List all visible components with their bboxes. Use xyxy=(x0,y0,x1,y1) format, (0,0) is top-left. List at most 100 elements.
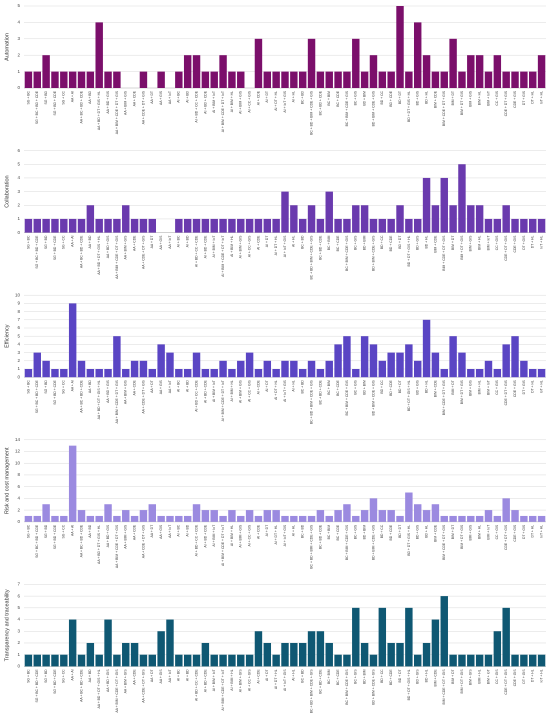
x-tick-label: BIM + GIS xyxy=(469,235,473,251)
x-tick-label: BC + GIS xyxy=(354,379,358,394)
bar xyxy=(307,205,316,233)
bar xyxy=(387,218,395,233)
bar xyxy=(228,654,236,667)
bar xyxy=(175,515,183,522)
bar xyxy=(529,515,537,522)
bar xyxy=(529,654,537,667)
x-tick-label: AI + DT + HL xyxy=(274,380,278,400)
x-tick-label: BD + BIM + CDE + GIS xyxy=(371,524,375,560)
x-tick-label: BD + GIS xyxy=(416,524,420,539)
x-tick-label: AA + BIM + CDE + DT + GIS xyxy=(115,379,119,423)
x-tick-label: BC + BIM + CDE + GIS xyxy=(345,524,349,560)
bar xyxy=(60,218,68,233)
x-tick-label: AI + CC + GIS xyxy=(248,524,252,546)
x-tick-label: IoT + HL xyxy=(539,669,543,682)
x-tick-label: AI + CDE xyxy=(256,379,260,394)
bar xyxy=(511,510,519,522)
y-axis-label: Automation xyxy=(4,33,10,61)
x-tick-label: CC + GIS xyxy=(495,90,499,105)
bar xyxy=(228,369,236,378)
bar xyxy=(378,607,387,667)
x-tick-label: BD + CDE xyxy=(389,90,393,106)
x-tick-label: AA + BC + BD + CDE xyxy=(79,669,83,702)
bar xyxy=(245,352,254,378)
x-tick-label: AI + DT xyxy=(265,525,269,537)
x-tick-label: AA + CDE xyxy=(132,90,136,106)
bar xyxy=(298,369,307,378)
x-tick-label: BIM + DT + GIS xyxy=(460,669,464,694)
bar xyxy=(422,319,431,378)
bar xyxy=(458,71,466,88)
x-tick-label: BIM + DT xyxy=(451,669,455,683)
bar xyxy=(343,71,351,88)
bar xyxy=(307,38,316,88)
x-tick-label: BIM + CDE + DT + GIS xyxy=(442,669,446,705)
x-tick-label: AA + CDE xyxy=(132,669,136,685)
x-tick-label: AI + BC xyxy=(177,524,181,536)
bar xyxy=(24,71,33,88)
x-tick-label: BD + DT + GIS + HL xyxy=(407,380,411,411)
y-tick-label: 0 xyxy=(17,664,20,669)
bar xyxy=(263,642,272,667)
bar xyxy=(529,369,537,378)
bar xyxy=(520,218,528,233)
bar xyxy=(343,504,351,522)
x-tick-label: AI + BD + CC + CDE xyxy=(194,235,198,267)
x-tick-label: AI + BD xyxy=(186,90,190,102)
x-tick-label: AI + BD + CC + CDE xyxy=(194,524,198,556)
x-tick-label: BC + BD + CDE xyxy=(318,379,322,404)
bar xyxy=(183,218,192,233)
bar xyxy=(210,510,218,522)
y-axis-label: Collaboration xyxy=(4,175,10,207)
x-tick-label: AA + BD + DT + GIS + HL xyxy=(97,669,101,708)
bar xyxy=(413,22,422,88)
y-tick-label: 0 xyxy=(17,85,20,90)
bar xyxy=(343,654,351,667)
x-tick-label: SG + BD xyxy=(44,669,48,683)
bar xyxy=(467,654,475,667)
x-tick-label: BIM + CDE + DT + GIS xyxy=(442,90,446,126)
x-tick-label: BD + GIS xyxy=(416,669,420,684)
x-tick-label: AI + BIM + IoT xyxy=(212,669,216,691)
bar xyxy=(334,71,342,88)
bar xyxy=(520,515,528,522)
bar xyxy=(245,218,254,233)
x-tick-label: AA + BD xyxy=(88,235,92,248)
bar xyxy=(210,71,218,88)
bar xyxy=(33,654,41,667)
bar xyxy=(396,352,404,378)
y-tick-label: 2 xyxy=(17,202,20,207)
x-tick-label: BD + BIM + CDE + GIS xyxy=(371,235,375,271)
x-tick-label: AI + IoT + GIS xyxy=(283,669,287,691)
bar xyxy=(60,654,68,667)
bar xyxy=(307,515,316,522)
bar xyxy=(316,71,325,88)
x-tick-label: BD + CC xyxy=(380,380,384,394)
bar xyxy=(281,71,289,88)
bar xyxy=(254,369,263,378)
bar xyxy=(86,515,95,522)
x-tick-label: AI + HL xyxy=(292,380,296,392)
bar xyxy=(24,654,33,667)
x-tick-label: BD + HL xyxy=(424,669,428,682)
bar xyxy=(502,607,510,667)
bar xyxy=(104,504,112,522)
x-tick-label: SG + BC xyxy=(26,669,30,683)
x-tick-label: BC + BD + BIM + CDE + GIS xyxy=(309,235,313,280)
x-tick-label: AA + GIS xyxy=(159,669,163,684)
x-tick-label: SG + BC + BD + CDE xyxy=(35,524,39,558)
bar xyxy=(201,510,210,522)
bar xyxy=(440,515,448,522)
x-tick-label: BC + BD + CDE xyxy=(318,669,322,694)
bar xyxy=(537,369,546,378)
bar xyxy=(396,6,404,88)
x-tick-label: BC + CDE xyxy=(336,90,340,106)
bar xyxy=(378,71,387,88)
x-tick-label: AA + BIM + GIS xyxy=(124,669,128,694)
bar xyxy=(237,515,245,522)
x-tick-label: AI + BD xyxy=(186,235,190,247)
x-tick-label: AI + BIM + CDE + DT + IoT xyxy=(221,525,225,566)
x-tick-label: AI + IoT + GIS xyxy=(283,524,287,546)
x-tick-label: CDE + GIS xyxy=(513,379,517,397)
bar xyxy=(422,642,431,667)
